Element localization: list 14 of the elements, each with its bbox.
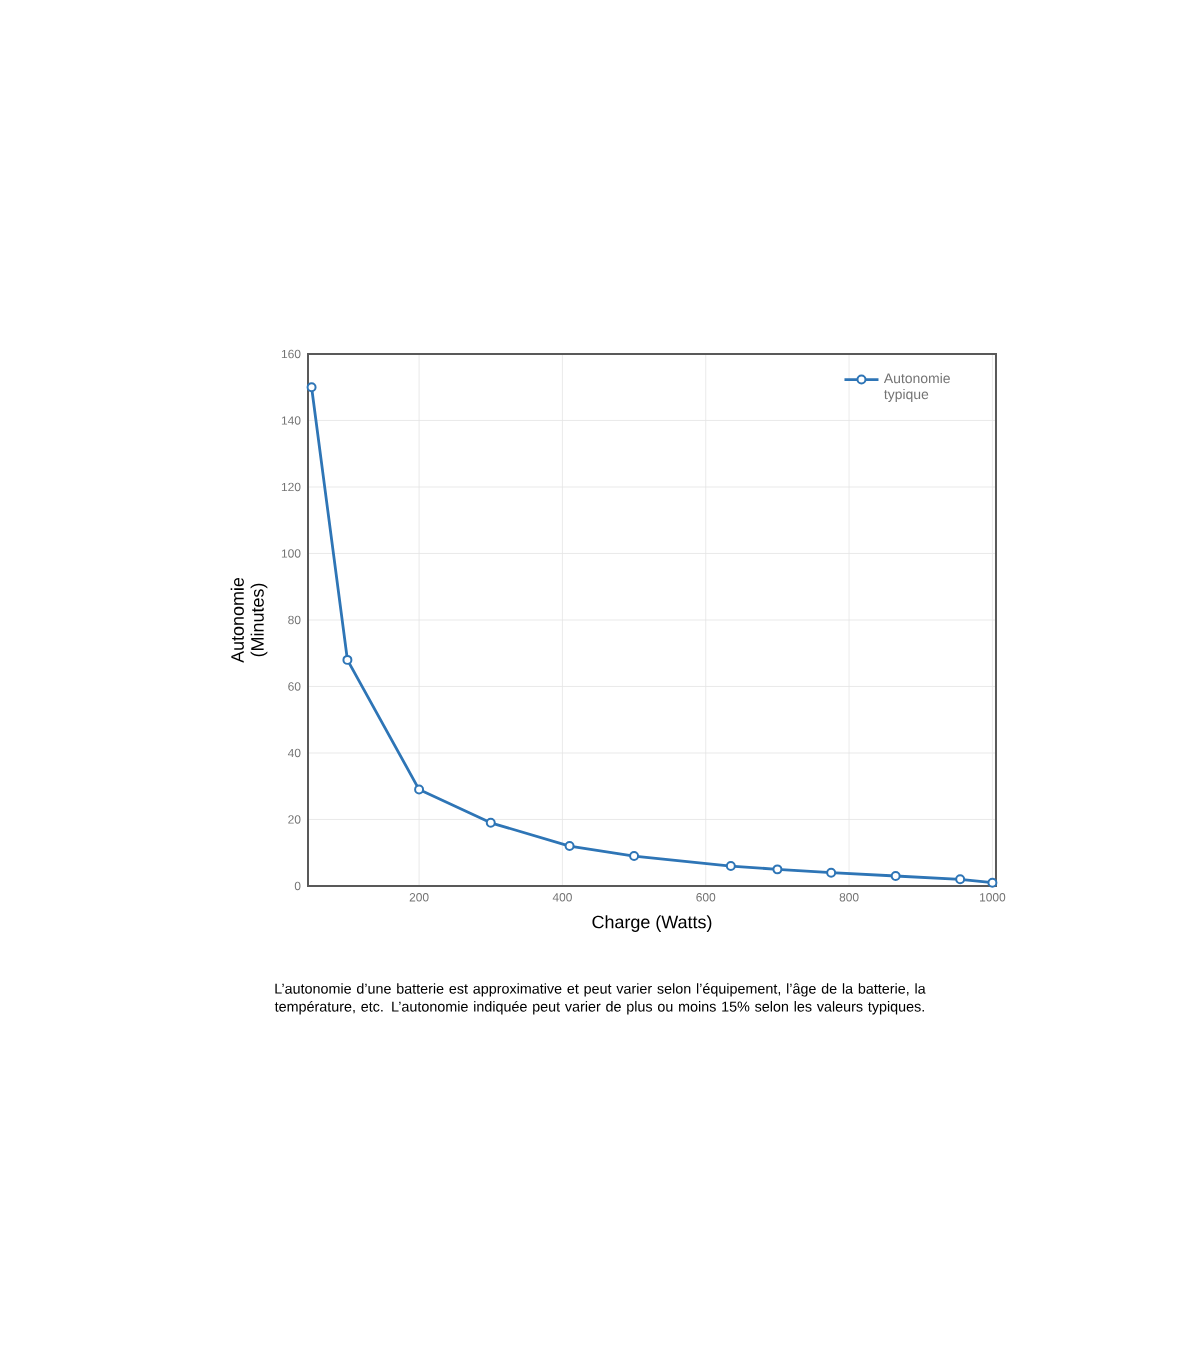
- point: [725, 861, 736, 872]
- point: [414, 784, 425, 795]
- point: [987, 877, 998, 888]
- point: [826, 867, 837, 878]
- point: [564, 841, 575, 852]
- point: [890, 871, 901, 882]
- point: [955, 874, 966, 885]
- point: [629, 851, 640, 862]
- x-axis-title: Charge (Watts): [592, 915, 712, 932]
- point: [306, 382, 317, 393]
- point: [485, 817, 496, 828]
- point: [342, 654, 353, 665]
- point: [772, 864, 783, 875]
- y-axis-title: Autonomie (Minutes): [230, 577, 268, 663]
